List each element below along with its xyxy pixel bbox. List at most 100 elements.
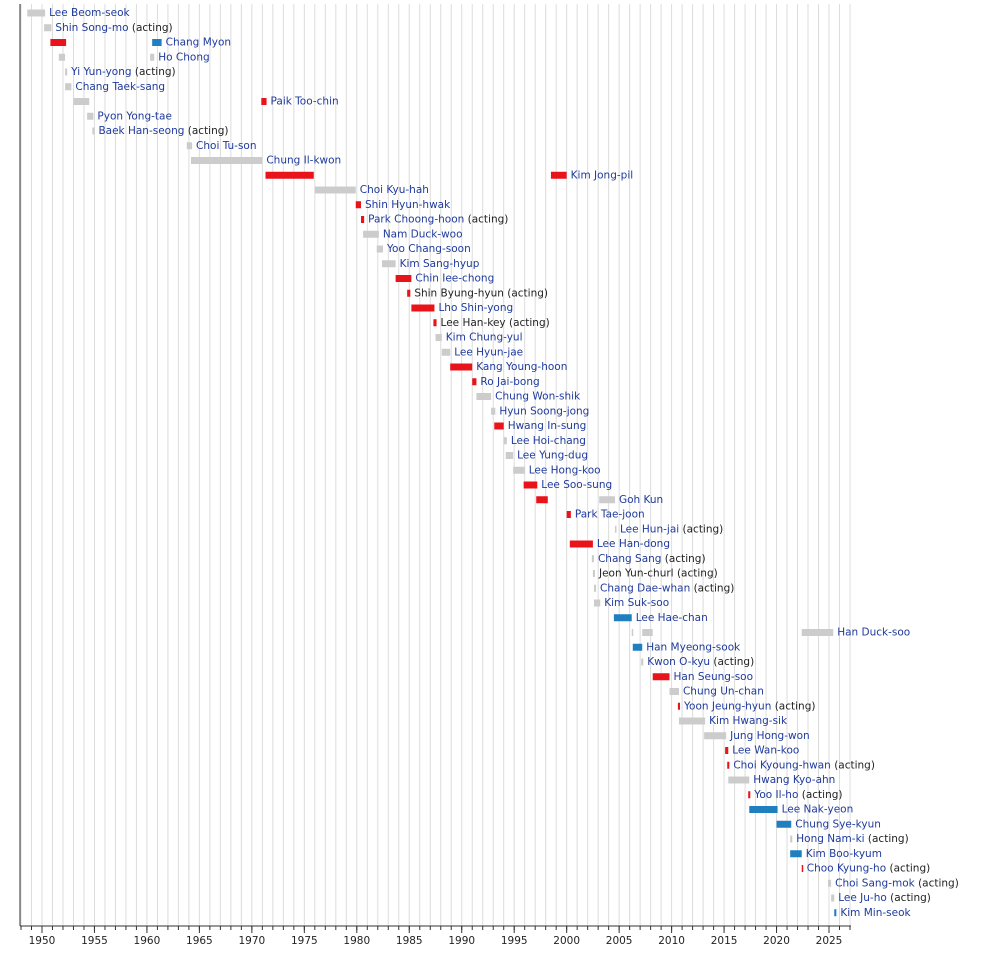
- person-name: Lee Hoi-chang: [511, 435, 586, 447]
- row-label: Choo Kyung-ho (acting): [807, 863, 930, 875]
- person-name: Kim Suk-soo: [604, 597, 669, 609]
- x-tick-label: 2025: [816, 935, 843, 947]
- person-name: Lee Hong-koo: [529, 464, 601, 476]
- person-name: Han Seung-soo: [674, 671, 754, 683]
- term-bar: [801, 629, 834, 636]
- term-bar: [152, 39, 162, 46]
- term-bar: [599, 496, 615, 504]
- row-label: Yoon Jeung-hyun (acting): [683, 700, 815, 712]
- x-tick-label: 1995: [501, 935, 528, 947]
- x-tick-label: 2015: [711, 935, 738, 947]
- row-label: Kim Boo-kyum: [806, 848, 882, 860]
- term-bar: [360, 216, 365, 223]
- person-name: Lee Beom-seok: [49, 7, 130, 19]
- x-tick-label: 2010: [658, 935, 685, 947]
- person-name: Kwon O-kyu: [647, 656, 710, 668]
- x-tick-label: 1970: [238, 935, 265, 947]
- person-name: Goh Kun: [619, 494, 663, 506]
- term-bar: [363, 230, 379, 238]
- person-name: Shin Byung-hyun: [414, 287, 504, 299]
- person-name: Paik Too-chin: [271, 96, 339, 108]
- term-bar: [748, 791, 751, 799]
- row-label: Kang Young-hoon: [476, 361, 567, 373]
- term-bar: [631, 629, 634, 636]
- term-bar: [704, 732, 727, 740]
- row-label: Lee Hoi-chang: [511, 435, 586, 447]
- term-bar: [503, 437, 507, 445]
- term-bar: [728, 776, 750, 784]
- term-bar: [591, 555, 594, 563]
- person-name: Park Choong-hoon: [368, 214, 464, 226]
- x-tick-label: 1975: [291, 935, 318, 947]
- term-bar: [632, 643, 643, 651]
- term-bar: [450, 363, 473, 371]
- row-label: Jeon Yun-churl (acting): [598, 568, 718, 580]
- term-bar: [58, 53, 66, 61]
- term-bar: [50, 39, 67, 46]
- term-bar: [314, 186, 356, 194]
- person-name: Shin Hyun-hwak: [365, 199, 451, 211]
- person-name: Baek Han-seong: [98, 125, 184, 137]
- term-bar: [613, 614, 632, 622]
- row-label: Shin Byung-hyun (acting): [414, 287, 548, 299]
- row-label: Hwang Kyo-ahn: [753, 774, 835, 786]
- term-bar: [669, 688, 679, 695]
- row-label: Pyon Yong-tae: [97, 110, 172, 122]
- row-label: Kim Jong-pil: [571, 169, 634, 181]
- term-bar: [678, 717, 706, 725]
- row-label: Chung Won-shik: [495, 391, 581, 403]
- term-bar: [827, 879, 832, 887]
- term-bar: [790, 850, 802, 858]
- term-bar: [614, 525, 617, 533]
- person-name: Yoo Chang-soon: [386, 243, 471, 255]
- term-bar: [87, 112, 94, 120]
- person-name: Lee Han-key: [441, 317, 506, 329]
- term-bar: [92, 127, 95, 135]
- row-label: Kwon O-kyu (acting): [647, 656, 754, 668]
- term-bar: [550, 171, 567, 179]
- person-name: Lee Nak-yeon: [782, 804, 854, 816]
- person-name: Hong Nam-ki: [796, 833, 864, 845]
- row-label: Chin Iee-chong: [415, 273, 494, 285]
- name-suffix: (acting): [677, 568, 718, 580]
- person-name: Chang Sang: [598, 553, 662, 565]
- term-bar: [476, 393, 492, 400]
- term-bar: [472, 378, 477, 386]
- row-label: Lho Shin-yong: [438, 302, 513, 314]
- person-name: Lee Han-dong: [597, 538, 670, 550]
- term-bar: [677, 702, 681, 710]
- row-label: Hyun Soong-jong: [499, 405, 589, 417]
- person-name: Kim Min-seok: [840, 907, 911, 919]
- row-label: Yi Yun-yong (acting): [70, 66, 175, 78]
- x-tick-label: 1990: [448, 935, 475, 947]
- name-suffix: (acting): [918, 877, 959, 889]
- row-label: Jung Hong-won: [729, 730, 810, 742]
- name-suffix: (acting): [834, 759, 875, 771]
- person-name: Lee Wan-koo: [732, 745, 799, 757]
- name-suffix: (acting): [665, 553, 706, 565]
- row-label: Lee Hong-koo: [529, 464, 601, 476]
- term-bar: [44, 24, 52, 32]
- name-suffix: (acting): [509, 317, 550, 329]
- term-bar: [505, 452, 514, 459]
- row-label: Lee Han-dong: [597, 538, 670, 550]
- person-name: Chung Won-shik: [495, 391, 581, 403]
- person-name: Chung Sye-kyun: [795, 818, 881, 830]
- term-bar: [65, 83, 72, 91]
- person-name: Yoo Il-ho: [753, 789, 798, 801]
- name-suffix: (acting): [135, 66, 176, 78]
- x-tick-label: 2005: [606, 935, 633, 947]
- term-bar: [592, 570, 596, 577]
- person-name: Choi Sang-mok: [835, 877, 916, 889]
- name-suffix: (acting): [694, 582, 735, 594]
- term-bar: [749, 806, 778, 813]
- term-bar: [261, 98, 267, 105]
- term-bar: [776, 820, 792, 828]
- person-name: Yi Yun-yong: [70, 66, 131, 78]
- term-bar: [491, 407, 496, 415]
- term-bar: [536, 496, 548, 504]
- term-bar: [642, 629, 653, 636]
- row-label: Goh Kun: [619, 494, 663, 506]
- person-name: Lee Yung-dug: [517, 450, 588, 462]
- x-tick-label: 2000: [553, 935, 580, 947]
